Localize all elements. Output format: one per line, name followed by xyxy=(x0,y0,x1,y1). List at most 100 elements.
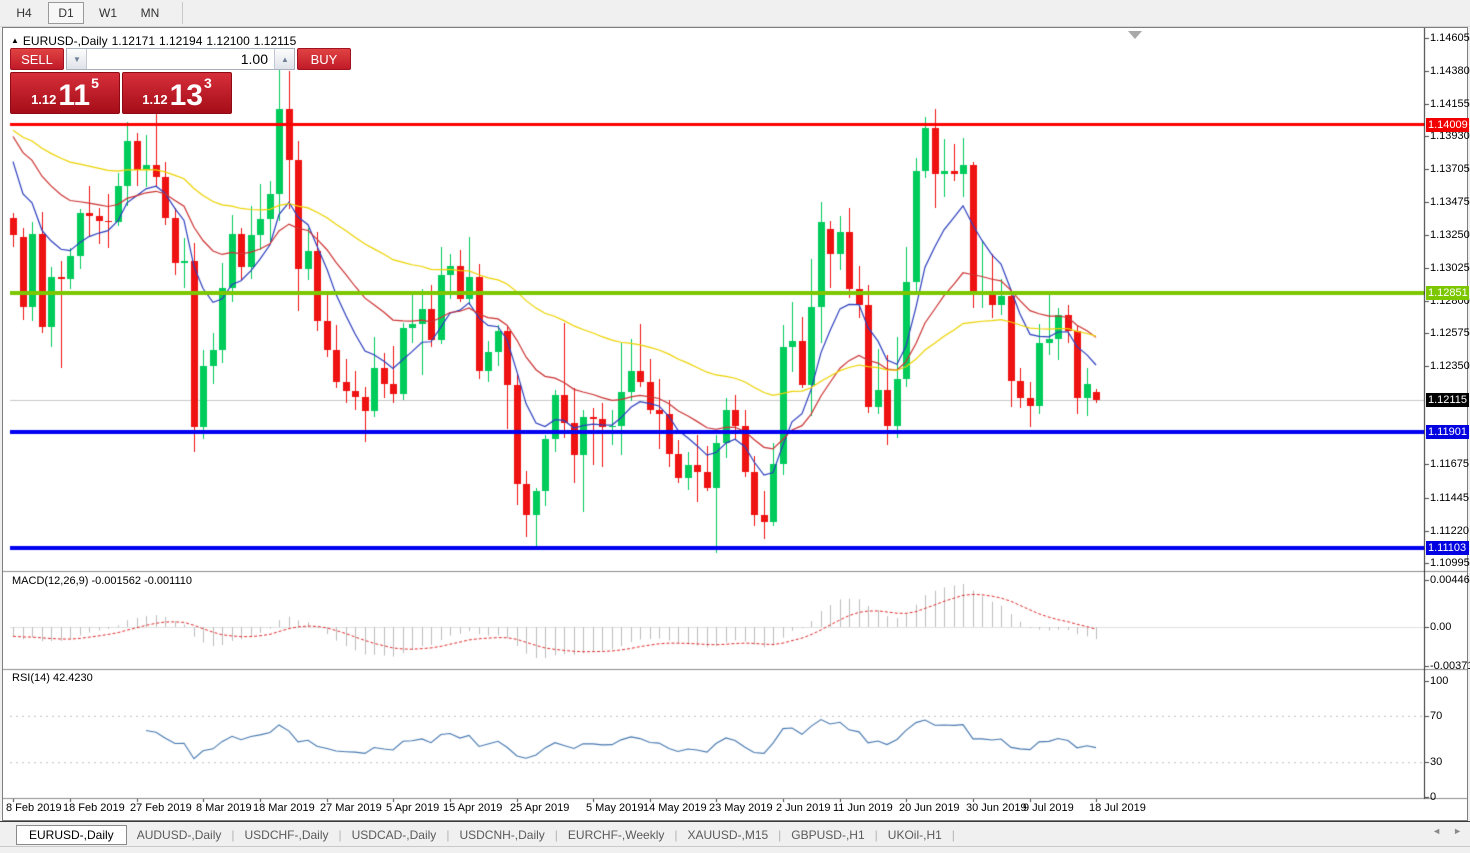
date-axis-label: 5 Apr 2019 xyxy=(386,802,440,814)
scroll-to-end-marker[interactable] xyxy=(1128,31,1142,39)
tab-separator: | xyxy=(674,827,678,842)
price-tick-label: 1.13930 xyxy=(1430,130,1470,143)
tab-ukoil-h1[interactable]: UKOil-,H1 xyxy=(887,827,942,842)
macd-panel-label: MACD(12,26,9) -0.001562 -0.001110 xyxy=(12,575,192,587)
price-tick-label: 1.11220 xyxy=(1430,524,1469,537)
symbol-title: EURUSD-,Daily xyxy=(22,34,108,48)
price-tick-label: 1.11445 xyxy=(1430,491,1469,504)
price-tick-label: 1.11675 xyxy=(1430,458,1469,471)
date-axis-label: 20 Jun 2019 xyxy=(899,802,960,814)
date-axis-label: 14 May 2019 xyxy=(643,802,707,814)
timeframe-toolbar: H4 D1 W1 MN xyxy=(0,0,1470,27)
tab-separator: | xyxy=(231,827,235,842)
price-tag-label: 1.12851 xyxy=(1426,286,1469,301)
sell-price-panel[interactable]: 1.12 11 5 xyxy=(10,72,120,114)
buy-price-sup: 3 xyxy=(203,75,212,91)
tab-eurchf-weekly[interactable]: EURCHF-,Weekly xyxy=(567,827,665,842)
date-axis-label: 8 Mar 2019 xyxy=(196,802,252,814)
price-tick-label: 1.13705 xyxy=(1430,163,1470,175)
tab-eurusd-daily[interactable]: EURUSD-,Daily xyxy=(16,824,127,845)
volume-input[interactable] xyxy=(87,49,274,69)
chart-window: ▲ EURUSD-,Daily 1.12171 1.12194 1.12100 1.121… xyxy=(2,27,1470,821)
price-tag-label: 1.14009 xyxy=(1426,117,1469,132)
tab-xauusd-m15[interactable]: XAUUSD-,M15 xyxy=(687,827,769,842)
chart-ohlc-header: ▲ EURUSD-,Daily 1.12171 1.12194 1.12100 1.121… xyxy=(11,34,300,48)
status-bar xyxy=(0,846,1470,853)
date-axis-label: 30 Jun 2019 xyxy=(966,802,1027,814)
sell-price-sup: 5 xyxy=(91,75,99,91)
date-axis-label: 15 Apr 2019 xyxy=(443,802,503,814)
timeframe-button-mn[interactable]: MN xyxy=(140,6,160,20)
date-axis-label: 8 Feb 2019 xyxy=(6,802,62,814)
price-tick-label: 1.13475 xyxy=(1430,196,1470,209)
chart-tabs: EURUSD-,Daily AUDUSD-,Daily | USDCHF-,Daily… xyxy=(0,824,955,845)
rsi-scale-label: 70 xyxy=(1430,709,1443,722)
date-axis-label: 18 Feb 2019 xyxy=(63,802,125,814)
volume-spinner: ▼ ▲ xyxy=(66,48,295,70)
price-tick-label: 1.12350 xyxy=(1430,360,1470,373)
tab-separator: | xyxy=(778,827,782,842)
timeframe-button-d1[interactable]: D1 xyxy=(48,2,84,24)
volume-increase-icon[interactable]: ▲ xyxy=(274,49,294,69)
rsi-scale-label: 0 xyxy=(1430,791,1437,803)
date-axis-label: 27 Mar 2019 xyxy=(320,802,382,814)
price-tick-label: 1.14380 xyxy=(1430,64,1470,77)
tab-separator: | xyxy=(338,827,342,842)
tab-audusd-daily[interactable]: AUDUSD-,Daily xyxy=(136,827,222,842)
price-tag-label: 1.11103 xyxy=(1426,540,1469,555)
price-tick-label: 1.14605 xyxy=(1430,32,1470,44)
price-tick-label: 1.10995 xyxy=(1430,557,1470,570)
open-value: 1.12171 xyxy=(111,34,155,48)
chart-canvas[interactable] xyxy=(3,28,1467,820)
tab-gbpusd-h1[interactable]: GBPUSD-,H1 xyxy=(791,827,865,842)
direction-up-icon: ▲ xyxy=(11,36,19,45)
buy-button[interactable]: BUY xyxy=(297,48,351,70)
tab-scroll-right-icon[interactable]: ► xyxy=(1453,826,1462,836)
price-tag-label: 1.12115 xyxy=(1426,393,1469,408)
rsi-scale-label: 30 xyxy=(1430,756,1443,769)
date-axis-label: 27 Feb 2019 xyxy=(130,802,192,814)
macd-scale-label: 0.00 xyxy=(1430,621,1452,633)
close-value: 1.12115 xyxy=(253,34,297,48)
macd-scale-label: 0.004465 xyxy=(1430,574,1470,586)
date-axis-label: 11 Jun 2019 xyxy=(833,802,893,814)
volume-decrease-icon[interactable]: ▼ xyxy=(67,49,87,69)
tab-usdcnh-daily[interactable]: USDCNH-,Daily xyxy=(459,827,545,842)
rsi-scale-label: 100 xyxy=(1430,675,1449,687)
tab-separator: | xyxy=(874,827,878,842)
tab-scroll-left-icon[interactable]: ◄ xyxy=(1432,826,1442,836)
date-axis-label: 2 Jun 2019 xyxy=(776,802,831,814)
date-axis-label: 9 Jul 2019 xyxy=(1023,802,1074,814)
toolbar-separator xyxy=(182,2,183,24)
tab-scroll-controls: ◄ ► xyxy=(1432,826,1462,836)
timeframe-button-h4[interactable]: H4 xyxy=(16,6,32,20)
buy-price-big: 13 xyxy=(169,79,203,112)
price-tick-label: 1.13250 xyxy=(1430,229,1470,242)
price-tag-label: 1.11901 xyxy=(1426,424,1469,439)
price-tick-label: 1.13025 xyxy=(1430,261,1470,274)
timeframe-button-w1[interactable]: W1 xyxy=(99,6,117,20)
sell-price-big: 11 xyxy=(58,79,91,112)
tab-separator: | xyxy=(951,827,955,842)
buy-price-panel[interactable]: 1.12 13 3 xyxy=(122,72,232,114)
buy-price-prefix: 1.12 xyxy=(142,92,168,107)
sell-button[interactable]: SELL xyxy=(10,48,64,70)
date-axis-label: 25 Apr 2019 xyxy=(510,802,570,814)
low-value: 1.12100 xyxy=(206,34,250,48)
sell-price-prefix: 1.12 xyxy=(31,92,57,107)
rsi-panel-label: RSI(14) 42.4230 xyxy=(12,672,93,684)
tab-usdcad-daily[interactable]: USDCAD-,Daily xyxy=(351,827,437,842)
price-tick-label: 1.14155 xyxy=(1430,97,1470,110)
timeframe-button-group: H4 D1 W1 MN xyxy=(6,0,183,26)
tab-separator: | xyxy=(446,827,450,842)
date-axis-label: 5 May 2019 xyxy=(586,802,644,814)
date-axis-label: 18 Mar 2019 xyxy=(253,802,315,814)
date-axis-label: 23 May 2019 xyxy=(709,802,773,814)
price-tick-label: 1.12575 xyxy=(1430,327,1470,340)
tab-usdchf-daily[interactable]: USDCHF-,Daily xyxy=(244,827,329,842)
high-value: 1.12194 xyxy=(159,34,203,48)
chart-tab-bar: EURUSD-,Daily AUDUSD-,Daily | USDCHF-,Daily… xyxy=(0,821,1470,847)
macd-scale-label: -0.003715 xyxy=(1430,660,1470,673)
